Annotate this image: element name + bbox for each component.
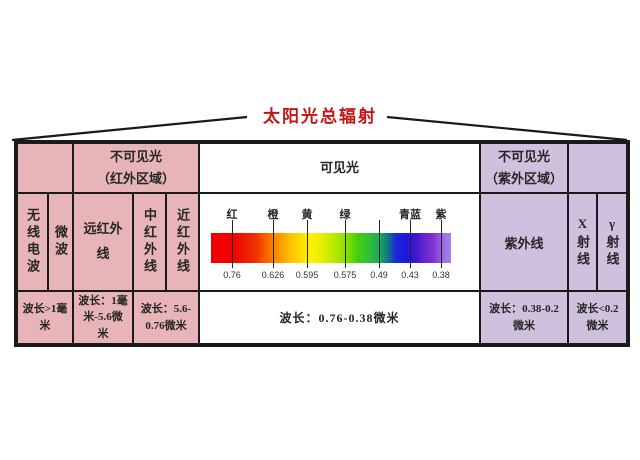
cell-band-near-infrared: 近红外线 xyxy=(166,193,199,291)
spectrum-tick xyxy=(345,220,346,268)
mid-near-infrared-wavelength: 波长：5.6-0.76微米 xyxy=(140,303,192,332)
spectrum-tick-value: 0.38 xyxy=(432,270,450,280)
cell-visible-spectrum: 红 橙 黄 绿 青蓝 紫 0.76 0.626 0.595 0.575 0.49… xyxy=(199,193,480,291)
cell-wavelength-visible: 波长：0.76-0.38微米 xyxy=(199,291,480,344)
cell-header-right-blank xyxy=(568,143,627,193)
cell-header-visible: 可见光 xyxy=(199,143,480,193)
cell-band-mid-infrared: 中红外线 xyxy=(133,193,166,291)
spectrum-tick-value: 0.49 xyxy=(370,270,388,280)
cell-band-xray: X射线 xyxy=(568,193,597,291)
spectrum-tick xyxy=(410,220,411,268)
spectrum-gradient-bar xyxy=(211,233,451,263)
spectrum-color-label-red: 红 xyxy=(226,209,238,221)
infrared-header-line1: 不可见光 xyxy=(109,148,162,164)
spectrum-color-label-cyanblue: 青蓝 xyxy=(399,209,421,221)
cell-wavelength-ultraviolet: 波长：0.38-0.2微米 xyxy=(480,291,568,344)
cell-band-far-infrared: 远红外线 xyxy=(73,193,133,291)
uv-header-line2: （紫外区域） xyxy=(484,171,563,186)
cell-band-ultraviolet: 紫外线 xyxy=(480,193,568,291)
near-infrared-band-label: 近红外线 xyxy=(175,208,190,276)
xray-band-label: X射线 xyxy=(575,215,590,269)
roof-lines xyxy=(11,115,628,142)
radio-band-label: 无线电波 xyxy=(25,208,40,276)
cell-band-radio: 无线电波 xyxy=(17,193,48,291)
cell-header-left-blank xyxy=(17,143,73,193)
cell-wavelength-radio-microwave: 波长>1毫米 xyxy=(17,291,73,344)
cell-header-ultraviolet: 不可见光 （紫外区域） xyxy=(480,143,568,193)
spectrum-tick xyxy=(273,220,274,268)
spectrum-tick-value: 0.575 xyxy=(333,270,357,280)
spectrum-tick xyxy=(307,220,308,268)
cell-wavelength-xray-gamma: 波长<0.2微米 xyxy=(568,291,627,344)
spectrum-color-label-violet: 紫 xyxy=(435,209,447,221)
spectrum-tick-value: 0.43 xyxy=(401,270,419,280)
spectrum-table: 不可见光 （红外区域） 可见光 不可见光 （紫外区域） 无线电波 微波 远红外线… xyxy=(14,140,630,347)
visible-header-label: 可见光 xyxy=(319,159,359,175)
xray-gamma-wavelength: 波长<0.2微米 xyxy=(576,303,619,332)
uv-header-line1: 不可见光 xyxy=(497,148,550,164)
spectrum-tick-value: 0.595 xyxy=(295,270,319,280)
ultraviolet-band-label: 紫外线 xyxy=(504,235,544,251)
microwave-band-label: 微波 xyxy=(53,225,68,259)
spectrum-tick xyxy=(232,220,233,268)
spectrum-tick-value: 0.626 xyxy=(261,270,285,280)
spectrum-tick xyxy=(441,220,442,268)
spectrum-color-label-orange: 橙 xyxy=(267,209,279,221)
diagram-title: 太阳光总辐射 xyxy=(263,107,377,126)
far-infrared-wavelength: 波长：1毫米-5.6微米 xyxy=(78,294,128,340)
gamma-band-label: γ射线 xyxy=(604,215,620,269)
cell-wavelength-far-infrared: 波长：1毫米-5.6微米 xyxy=(73,291,133,344)
cell-band-microwave: 微波 xyxy=(48,193,73,291)
roof-line-left xyxy=(11,115,248,142)
visible-wavelength: 波长：0.76-0.38微米 xyxy=(279,310,400,325)
mid-infrared-band-label: 中红外线 xyxy=(142,208,157,276)
spectrum-color-label-green: 绿 xyxy=(339,209,351,221)
roof-line-right xyxy=(386,115,628,142)
cell-wavelength-mid-near-infrared: 波长：5.6-0.76微米 xyxy=(133,291,199,344)
infrared-header-line2: （红外区域） xyxy=(96,171,175,186)
ultraviolet-wavelength: 波长：0.38-0.2微米 xyxy=(489,303,559,332)
cell-header-infrared: 不可见光 （红外区域） xyxy=(73,143,199,193)
spectrum-tick-value: 0.76 xyxy=(223,270,241,280)
radio-microwave-wavelength: 波长>1毫米 xyxy=(22,303,68,332)
far-infrared-band-label: 远红外线 xyxy=(83,221,123,261)
cell-band-gamma: γ射线 xyxy=(597,193,627,291)
spectrum-color-label-yellow: 黄 xyxy=(301,209,313,221)
spectrum-tick xyxy=(379,220,380,268)
